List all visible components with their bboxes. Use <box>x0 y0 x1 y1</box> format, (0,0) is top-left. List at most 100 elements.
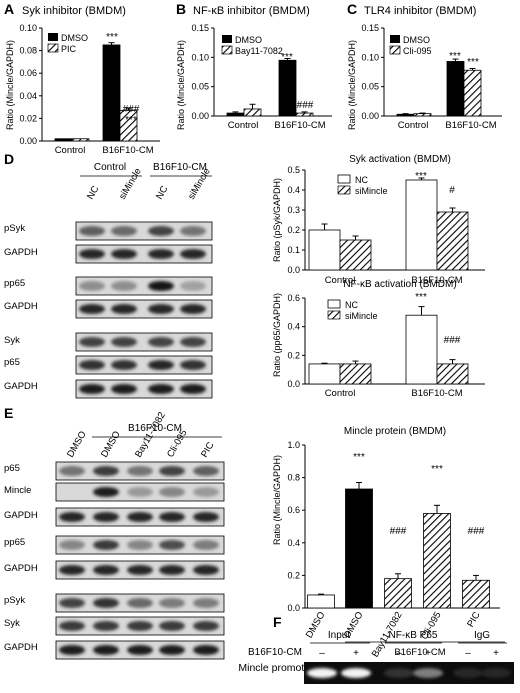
blot-d-label-psyk: pSyk <box>4 223 25 234</box>
chart-e1-xtick-label: PIC <box>465 610 483 629</box>
chartD1-bar <box>436 211 469 271</box>
blot-d-lane-3: NC <box>154 184 170 202</box>
blot-d-pp65-band <box>111 280 137 292</box>
chart-d1: 0.0 0.1 0.2 0.3 0.4 0.5 <box>287 165 485 275</box>
blot-e-p65-band <box>59 465 85 477</box>
blot-e-syk-band <box>127 620 153 632</box>
blot-e-p65-band <box>159 465 185 477</box>
chartE1-bar <box>423 513 451 609</box>
chartD2-bar <box>308 363 341 385</box>
blot-d-gapdh-3-membrane <box>75 379 213 399</box>
panel-letter-d: D <box>4 151 14 167</box>
blot-e-mincle-band <box>93 486 119 498</box>
chart-e1-sig-pic: ### <box>468 526 485 537</box>
blot-e-pp65-band <box>93 539 119 551</box>
legend-d1-nc: NC <box>355 175 368 185</box>
legend-b-bay-swatch <box>221 45 233 55</box>
blot-e-syk-band <box>159 620 185 632</box>
blot-e-mincle-band <box>127 486 153 498</box>
blot-d-pp65-band <box>148 280 174 292</box>
chartE1-bar <box>307 594 335 609</box>
chart-e1-group-label: B16F10-CM <box>394 647 445 658</box>
chartD1-bar <box>339 239 372 271</box>
legend-a-dmso: DMSO <box>61 33 88 43</box>
legend-c-cli: Cli-095 <box>403 46 432 56</box>
chart-d1-xtick-b16: B16F10-CM <box>411 275 462 286</box>
legend-c-cli-swatch <box>389 45 401 55</box>
blot-d-syk-band <box>148 336 174 348</box>
chartD1-ytick-label: 0.5 <box>287 165 300 175</box>
blot-e-psyk-band <box>127 597 153 609</box>
chartB-bar <box>295 112 314 117</box>
blot-d-group-control: Control <box>94 162 126 173</box>
chartA-bar <box>71 138 90 142</box>
chartC-bar <box>413 113 432 117</box>
blot-d-gapdh-3-band <box>180 383 206 395</box>
chartC-ytick-label: 0.05 <box>361 82 379 92</box>
blot-e-label-syk: Syk <box>4 618 20 629</box>
chartE1-bar <box>384 578 412 609</box>
blot-d-label-gapdh-2: GAPDH <box>4 301 38 312</box>
blot-e-psyk-band <box>193 597 219 609</box>
blot-d-pp65-band <box>79 280 105 292</box>
blot-e-p65-band <box>93 465 119 477</box>
blot-d-label-p65: p65 <box>4 357 20 368</box>
chip-sign: – <box>465 648 471 659</box>
blot-e-mincle-band <box>159 486 185 498</box>
chart-d2-ylabel: Ratio (pp65/GAPDH) <box>272 293 282 377</box>
chart-e1-sig-bay: ### <box>390 526 407 537</box>
blot-e-gapdh-2-band <box>59 564 85 576</box>
chart-e1-xtick-label: DMSO <box>304 610 328 640</box>
blot-e-group-b16: B16F10-CM <box>128 423 182 434</box>
chartB-ytick-label: 0.05 <box>191 82 209 92</box>
chartC-bar <box>463 69 482 117</box>
blot-d-label-gapdh-3: GAPDH <box>4 381 38 392</box>
chip-sign: + <box>353 648 359 659</box>
blot-d-p65-band <box>79 359 105 371</box>
chart-a-sig-pic-hash: ### <box>123 104 140 115</box>
blot-e-lane-1: DMSO <box>65 429 89 459</box>
chartE1-ytick-label: 0.8 <box>287 473 300 483</box>
chartD2-bar <box>436 363 469 385</box>
chip-lane-label: Mincle promoter <box>238 662 314 674</box>
blot-e-pp65-band <box>59 539 85 551</box>
blot-e-lane-3: Bay11-7082 <box>133 410 168 459</box>
chartE1-bar <box>345 488 373 609</box>
blot-d-psyk-band <box>148 225 174 237</box>
chart-d2-sig-si: ### <box>444 335 461 346</box>
legend-a-pic: PIC <box>61 44 77 54</box>
chart-a: 0.00 0.02 0.04 0.06 0.08 0.10 <box>19 23 160 146</box>
panel-letter-a: A <box>4 1 14 17</box>
chip-gel <box>304 662 514 684</box>
chip-band <box>341 668 371 678</box>
chartC-bar <box>446 61 465 117</box>
chart-c: 0.00 0.05 0.10 0.15 <box>361 23 502 121</box>
blot-e-pp65-band <box>127 539 153 551</box>
legend-c-dmso-swatch <box>390 35 400 43</box>
legend-b-dmso: DMSO <box>235 35 262 45</box>
chart-e1-sig-dmso: *** <box>353 452 365 463</box>
chip-sign: + <box>425 648 431 659</box>
legend-a-dmso-swatch <box>48 33 58 41</box>
blot-d-p65-membrane <box>75 355 213 375</box>
chart-c-xtick-control: Control <box>398 120 429 131</box>
chip-band <box>413 668 443 678</box>
chartE1-ytick-label: 0.2 <box>287 570 300 580</box>
chartB-bar <box>226 112 245 117</box>
chart-d2-sig-nc: *** <box>415 292 427 303</box>
blot-d-p65-band <box>180 359 206 371</box>
chart-c-title: TLR4 inhibitor (BMDM) <box>364 5 476 17</box>
chartE1-ytick-label: 0.6 <box>287 505 300 515</box>
chartD1-bar <box>405 179 438 271</box>
chart-c-xtick-b16: B16F10-CM <box>445 120 496 131</box>
blot-e-psyk-band <box>93 597 119 609</box>
chartD2-bar <box>405 314 438 385</box>
chartC-ytick-label: 0.00 <box>361 111 379 121</box>
chartC-bar <box>396 113 415 117</box>
chart-a-xtick-b16: B16F10-CM <box>102 145 153 156</box>
blot-d-gapdh-2-band <box>79 303 105 315</box>
chartE1-ytick-label: 1.0 <box>287 440 300 450</box>
chartA-ytick-label: 0.08 <box>19 46 37 56</box>
chartB-ytick-label: 0.10 <box>191 52 209 62</box>
